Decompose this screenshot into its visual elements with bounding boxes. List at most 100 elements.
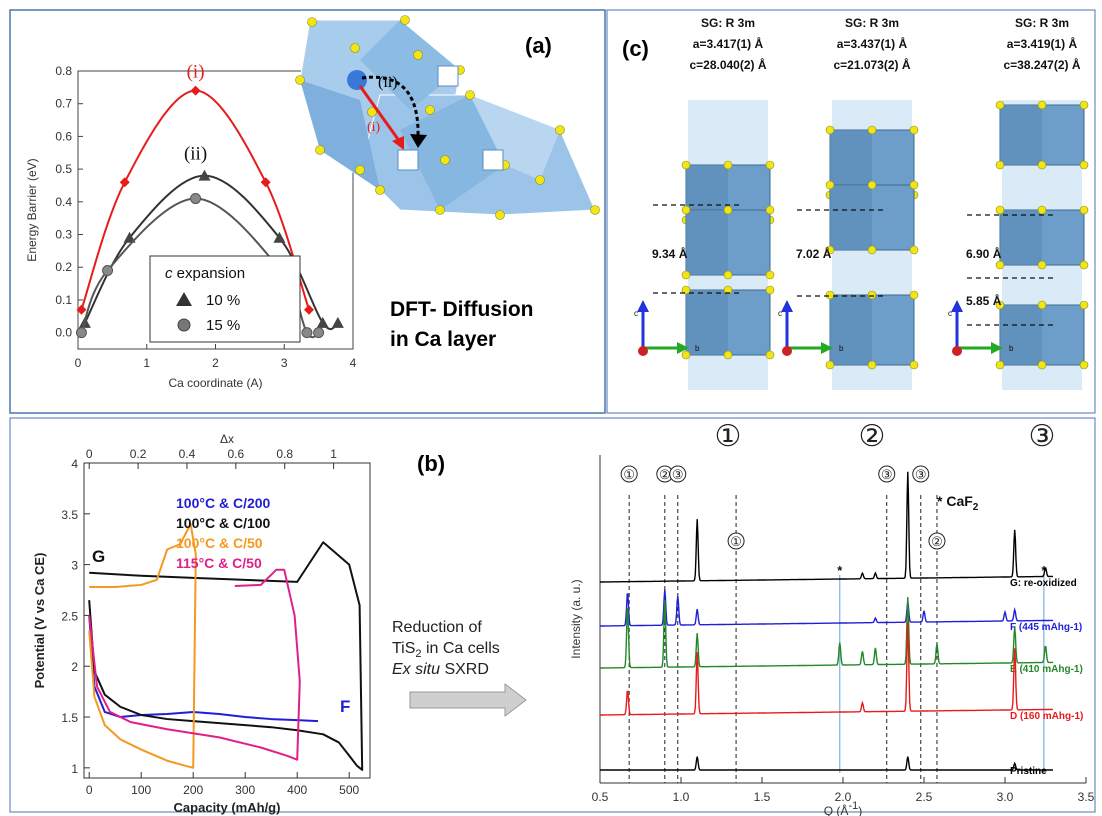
phase-marker-circle [727, 532, 745, 550]
curve-label-g: G [92, 547, 105, 566]
curve-label-i: (i) [187, 62, 205, 83]
diamond-point [119, 177, 130, 188]
svg-text:c expansion: c expansion [165, 265, 245, 282]
sulfur-atom [681, 350, 691, 360]
dft-line2: in Ca layer [390, 328, 496, 351]
y-tick-label: 0.3 [55, 228, 72, 242]
polyhedra-face [686, 210, 728, 275]
y-tick-label: 2 [71, 660, 78, 674]
sulfur-atom [867, 245, 877, 255]
x-tick-label: 2 [212, 356, 219, 370]
x-tick-label: 0.5 [592, 790, 609, 804]
legend-entry-1: 100°C & C/200 [176, 495, 271, 511]
sulfur-atom [765, 270, 775, 280]
x2-tick-label: 0.8 [276, 447, 293, 461]
sulfur-atom [995, 160, 1005, 170]
x-axis-label-b-left: Capacity (mAh/g) [174, 800, 281, 815]
sxrd-pattern-4 [600, 621, 1053, 716]
sulfur-atom [909, 360, 919, 370]
y-tick-label: 0.2 [55, 260, 72, 274]
y-tick-label: 0.8 [55, 64, 72, 78]
sulfur-atom [1037, 360, 1047, 370]
panel-b-frame [9, 417, 1096, 813]
triangle-point [123, 231, 136, 243]
lattice-c-3: c=38.247(2) Å [1003, 57, 1080, 72]
x-tick-label: 3 [281, 356, 288, 370]
capacity-curve-4 [88, 568, 301, 761]
y-tick-label: 0.0 [55, 326, 72, 340]
sulfur-atom [1037, 100, 1047, 110]
panel-a-legend: c expansion 10 % 15 % [149, 255, 301, 343]
caf2-note: * CaF2 [937, 493, 979, 513]
x-tick-label: 2.5 [916, 790, 933, 804]
sulfur-atom [765, 350, 775, 360]
axis-b-label: b [1009, 344, 1014, 353]
sulfur-atom [825, 180, 835, 190]
y-axis-label-b-right: Intensity (a. u.) [569, 579, 583, 658]
sulfur-atom [909, 125, 919, 135]
x-tick-label: 400 [287, 783, 307, 797]
distance-label: 5.85 Å [966, 293, 1002, 308]
y-tick-label: 3.5 [61, 508, 78, 522]
axis-c-label: c [948, 309, 952, 318]
y-tick-label: 2.5 [61, 609, 78, 623]
legend-entry-2: 100°C & C/100 [176, 515, 271, 531]
y-tick-label: 0.1 [55, 293, 72, 307]
phase-marker-circle [620, 465, 638, 483]
x-tick-label: 3.0 [997, 790, 1014, 804]
sulfur-atom [1037, 160, 1047, 170]
panel-c-frame [606, 9, 1096, 414]
axis-b-label: b [695, 344, 700, 353]
axis-c-label: c [634, 309, 638, 318]
axis-a-dot [782, 346, 792, 356]
sulfur-atom [867, 125, 877, 135]
sxrd-pattern-5 [600, 756, 1053, 771]
structure-number-1: ① [715, 420, 742, 453]
circle-point [75, 327, 87, 339]
curve-label-ii: (ii) [184, 143, 207, 164]
x2-tick-label: 0 [86, 447, 93, 461]
lattice-inset [295, 15, 600, 220]
phase-marker-circle [878, 465, 896, 483]
lattice-a-2: a=3.437(1) Å [837, 36, 908, 51]
capacity-curve-2 [88, 541, 364, 771]
sulfur-atom [867, 290, 877, 300]
lattice-a-1: a=3.417(1) Å [693, 36, 764, 51]
x2-tick-label: 0.6 [227, 447, 244, 461]
lattice-c-1: c=28.040(2) Å [689, 57, 766, 72]
panel-label-b: (b) [417, 451, 445, 476]
plot-area-b-left [83, 462, 371, 779]
diamond-point [304, 304, 314, 315]
dft-line1: DFT- Diffusion [390, 298, 533, 321]
sulfur-atom [1079, 160, 1089, 170]
sulfur-atom [1079, 100, 1089, 110]
sulfur-atom [825, 245, 835, 255]
phase-marker-7: ② [931, 534, 943, 549]
arrow-text-3: Ex situ SXRD [392, 661, 489, 678]
y-tick-label: 0.4 [55, 195, 72, 209]
space-group-2: SG: R 3m [845, 16, 899, 30]
reduction-annotation: Reduction of TiS2 in Ca cells Ex situ SX… [392, 619, 527, 718]
axis-a-dot [638, 346, 648, 356]
y-tick-label: 0.6 [55, 129, 72, 143]
sulfur-atom [1037, 300, 1047, 310]
sulfur-atom [681, 160, 691, 170]
phase-marker-5: ③ [881, 467, 893, 482]
triangle-point [331, 316, 344, 328]
sulfur-atom [867, 180, 877, 190]
x2-tick-label: 0.4 [179, 447, 196, 461]
x-tick-label: 2.0 [835, 790, 852, 804]
sulfur-atom [995, 300, 1005, 310]
x-tick-label: 100 [131, 783, 151, 797]
sxrd-pattern-2 [600, 589, 1053, 627]
triangle-marker [176, 292, 192, 306]
panel-c: SG: R 3m a=3.417(1) Å c=28.040(2) Å 9.34 Å c… [634, 16, 1089, 453]
phase-marker-2: ② [659, 467, 671, 482]
triangle-point [273, 231, 286, 243]
y-tick-label: 0.7 [55, 97, 72, 111]
phase-marker-6: ③ [915, 467, 927, 482]
legend-15pct: 15 % [206, 317, 240, 334]
pattern-label-1: G: re-oxidized [1010, 578, 1077, 589]
inset-label-ii: (ii) [378, 74, 398, 91]
circle-point [102, 265, 114, 277]
